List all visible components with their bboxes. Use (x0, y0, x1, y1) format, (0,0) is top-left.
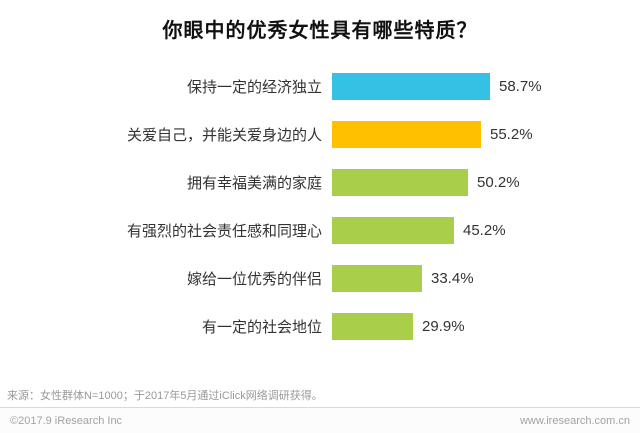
chart-row: 有一定的社会地位 29.9% (0, 302, 640, 350)
category-label: 保持一定的经济独立 (186, 78, 322, 96)
value-label: 55.2% (490, 125, 533, 143)
chart-row: 有强烈的社会责任感和同理心 45.2% (0, 206, 640, 254)
category-label: 嫁给一位优秀的伴侣 (186, 270, 322, 288)
chart-row: 关爱自己，并能关爱身边的人 55.2% (0, 110, 640, 158)
bar (332, 264, 422, 292)
chart-title: 你眼中的优秀女性具有哪些特质？ (162, 20, 478, 42)
bar (332, 216, 454, 244)
chart-row: 拥有幸福美满的家庭 50.2% (0, 158, 640, 206)
bar-track: 45.2% (332, 206, 640, 254)
website-link[interactable]: www.iresearch.com.cn (519, 414, 630, 427)
chart-row: 嫁给一位优秀的伴侣 33.4% (0, 254, 640, 302)
bar (332, 72, 490, 100)
bar-track: 50.2% (332, 158, 640, 206)
bar-track: 55.2% (332, 110, 640, 158)
value-label: 45.2% (463, 221, 506, 239)
category-label: 有强烈的社会责任感和同理心 (126, 222, 322, 240)
bar (332, 168, 468, 196)
copyright-text: ©2017.9 iResearch Inc (10, 414, 123, 427)
chart-row: 保持一定的经济独立 58.7% (0, 62, 640, 110)
bar-track: 33.4% (332, 254, 640, 302)
source-note: 来源：女性群体N=1000；于2017年5月通过iClick网络调研获得。 (7, 390, 323, 402)
value-label: 50.2% (477, 173, 520, 191)
value-label: 29.9% (422, 317, 465, 335)
bar (332, 120, 481, 148)
bar-chart: 保持一定的经济独立 58.7% 关爱自己，并能关爱身边的人 55.2% 拥有幸福美满的家… (0, 62, 640, 350)
value-label: 33.4% (431, 269, 474, 287)
footer-bar: ©2017.9 iResearch Inc www.iresearch.com.… (0, 407, 640, 433)
bar (332, 312, 413, 340)
value-label: 58.7% (499, 77, 542, 95)
bar-track: 58.7% (332, 62, 640, 110)
bar-track: 29.9% (332, 302, 640, 350)
category-label: 有一定的社会地位 (201, 318, 322, 336)
category-label: 关爱自己，并能关爱身边的人 (126, 126, 322, 144)
category-label: 拥有幸福美满的家庭 (186, 174, 322, 192)
